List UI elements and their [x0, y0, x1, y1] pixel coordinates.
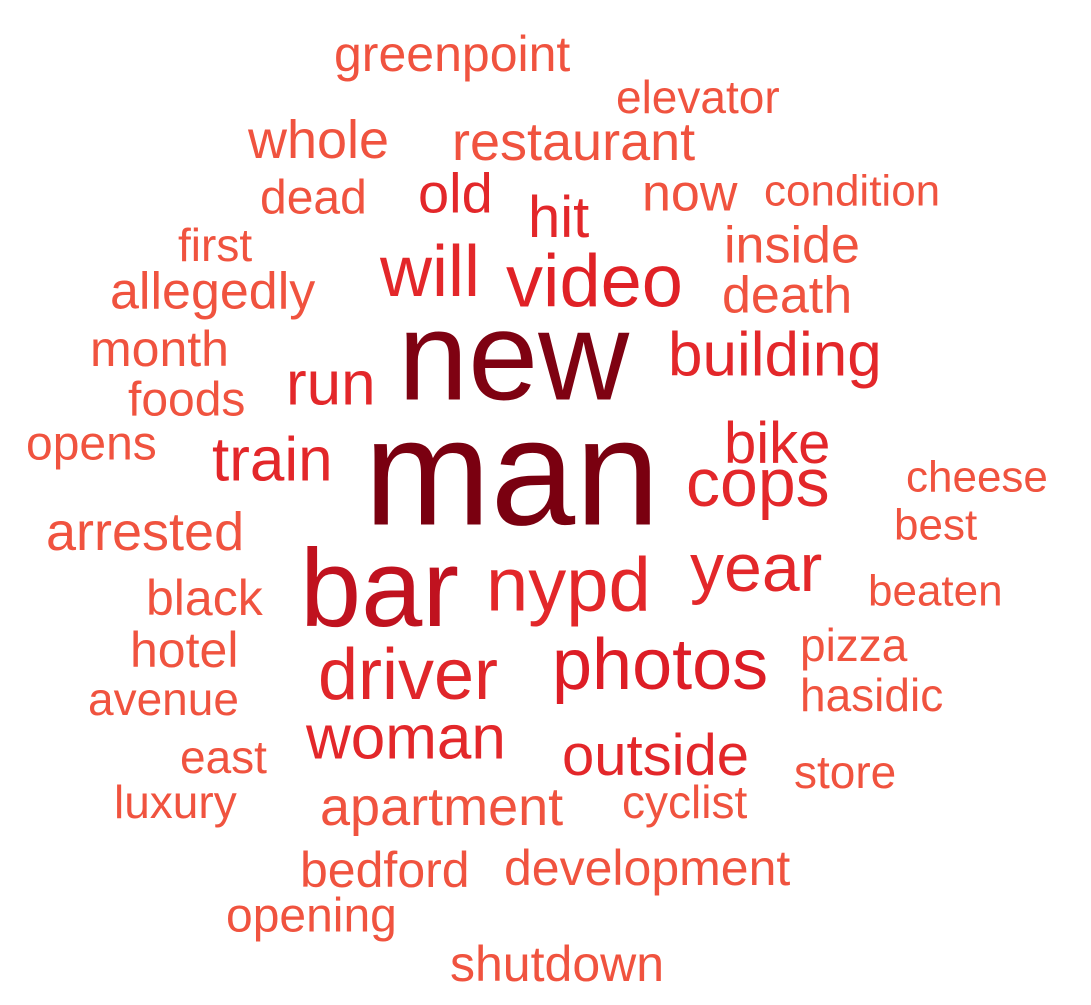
word-train: train [212, 425, 333, 495]
word-avenue: avenue [88, 673, 239, 726]
word-new: new [398, 285, 630, 427]
word-greenpoint: greenpoint [334, 26, 571, 82]
word-year: year [690, 529, 823, 606]
word-man: man [364, 387, 660, 558]
word-best: best [894, 500, 978, 550]
word-will: will [380, 231, 480, 312]
word-store: store [794, 746, 897, 799]
word-opens: opens [26, 417, 157, 471]
word-outside: outside [562, 722, 750, 788]
word-hasidic: hasidic [800, 669, 944, 722]
word-bedford: bedford [300, 842, 470, 898]
word-dead: dead [260, 171, 367, 225]
word-condition: condition [764, 166, 941, 216]
word-luxury: luxury [114, 776, 237, 829]
word-opening: opening [226, 889, 397, 943]
word-apartment: apartment [320, 776, 564, 837]
word-photos: photos [552, 624, 769, 705]
word-allegedly: allegedly [110, 262, 316, 321]
word-cyclist: cyclist [622, 776, 748, 829]
word-east: east [180, 731, 267, 784]
word-death: death [722, 266, 853, 325]
word-hotel: hotel [130, 622, 239, 678]
word-development: development [504, 840, 791, 896]
word-elevator: elevator [616, 71, 780, 124]
word-run: run [286, 349, 376, 419]
word-woman: woman [306, 703, 506, 773]
word-nypd: nypd [486, 542, 651, 628]
word-arrested: arrested [46, 501, 245, 562]
word-hit: hit [528, 184, 590, 250]
word-bar: bar [300, 527, 459, 651]
word-first: first [178, 219, 253, 272]
word-inside: inside [724, 216, 860, 275]
word-cops: cops [686, 444, 830, 521]
word-video: video [506, 239, 683, 323]
word-driver: driver [318, 634, 499, 715]
word-month: month [90, 321, 229, 377]
word-restaurant: restaurant [452, 111, 696, 172]
word-bike: bike [724, 410, 831, 476]
word-black: black [146, 570, 263, 626]
word-cheese: cheese [906, 452, 1048, 502]
word-beaten: beaten [868, 566, 1003, 616]
word-foods: foods [128, 373, 246, 427]
word-old: old [418, 161, 493, 225]
word-pizza: pizza [800, 619, 908, 672]
word-shutdown: shutdown [450, 936, 665, 992]
word-whole: whole [248, 109, 390, 170]
word-now: now [642, 164, 738, 223]
word-building: building [668, 320, 882, 390]
